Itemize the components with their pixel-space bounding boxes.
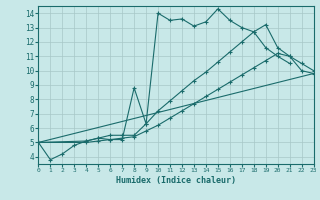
X-axis label: Humidex (Indice chaleur): Humidex (Indice chaleur) (116, 176, 236, 185)
